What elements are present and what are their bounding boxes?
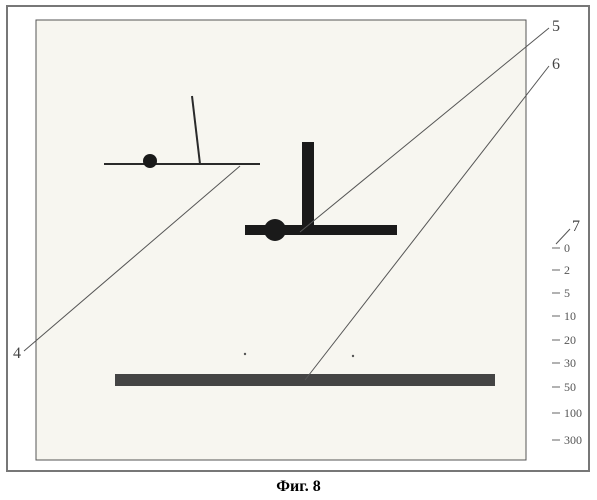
callout-label-5: 5	[552, 18, 560, 36]
scale-tick-5: 5	[564, 286, 570, 301]
figure-canvas: 4 5 6 70 2 5 10 20 30 50 100 300 Фиг. 8	[0, 0, 597, 500]
scale-tick-10: 10	[564, 309, 576, 324]
figure-caption: Фиг. 8	[0, 478, 597, 496]
callout-label-4: 4	[13, 345, 21, 363]
callout-label-7: 7	[572, 218, 580, 236]
scale-tick-0: 0	[564, 241, 570, 256]
scale-tick-20: 20	[564, 333, 576, 348]
scale-tick-300: 300	[564, 433, 582, 448]
callout-label-6: 6	[552, 56, 560, 74]
scale-tick-100: 100	[564, 406, 582, 421]
scale-tick-2: 2	[564, 263, 570, 278]
scale-tick-30: 30	[564, 356, 576, 371]
figure-svg	[0, 0, 597, 500]
scale-tick-50: 50	[564, 380, 576, 395]
